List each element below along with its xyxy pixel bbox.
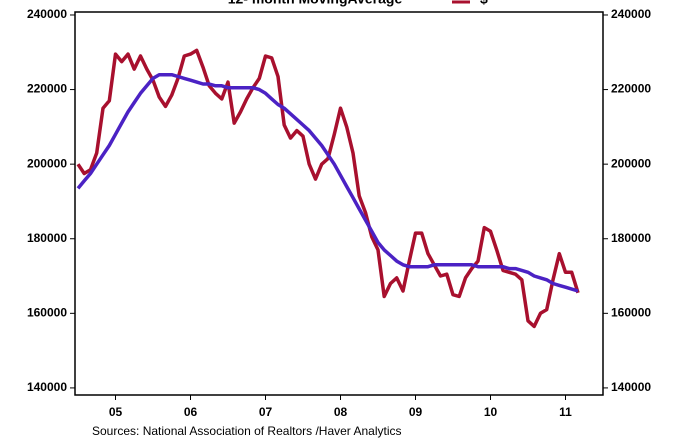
x-tick-label: 09	[409, 405, 423, 419]
y-tick-label: 220000	[27, 82, 67, 96]
y-tick-label: 140000	[27, 380, 67, 394]
x-tick-label: 08	[334, 405, 348, 419]
series-line	[76, 72, 579, 293]
source-note: Sources: National Association of Realtor…	[92, 424, 401, 438]
series-line	[76, 48, 580, 329]
y2-tick-label: 220000	[611, 82, 651, 96]
plot-frame	[74, 11, 604, 396]
x-tick-label: 07	[259, 405, 273, 419]
x-tick-label: 11	[559, 405, 572, 419]
y2-tick-label: 180000	[611, 231, 651, 245]
y2-tick-label: 240000	[611, 7, 651, 21]
y2-tick-label: 200000	[611, 156, 651, 170]
x-tick-label: 06	[184, 405, 198, 419]
y2-tick-label: 160000	[611, 306, 651, 320]
legend-label: $	[480, 0, 488, 7]
y-tick-label: 200000	[27, 156, 67, 170]
y-tick-label: 160000	[27, 306, 67, 320]
x-tick-label: 10	[484, 405, 498, 419]
y-tick-label: 240000	[27, 7, 67, 21]
y2-tick-label: 140000	[611, 380, 651, 394]
legend-label: 12- month MovingAverage	[228, 0, 403, 7]
x-tick-label: 05	[109, 405, 123, 419]
y-tick-label: 180000	[27, 231, 67, 245]
